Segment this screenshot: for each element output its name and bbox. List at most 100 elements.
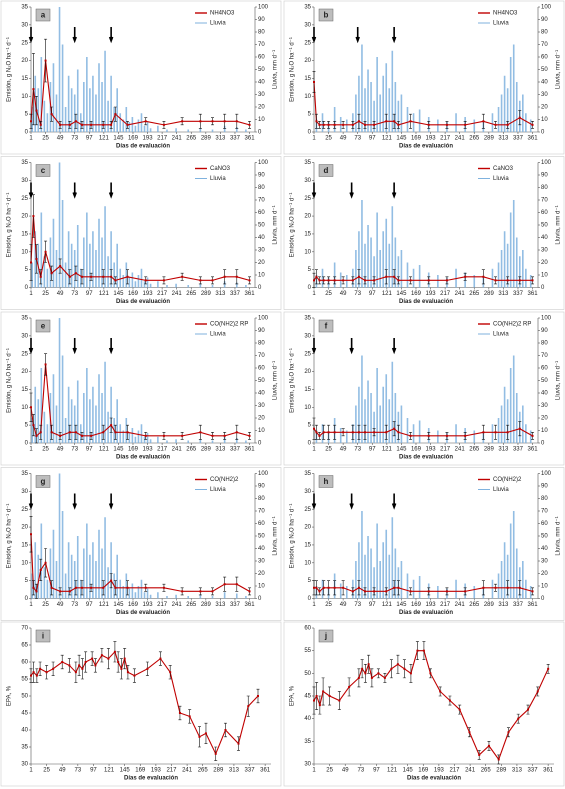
rain-bar [98, 374, 100, 443]
data-point [409, 120, 412, 123]
rain-bar [529, 119, 532, 132]
x-tick-label: 169 [411, 291, 422, 297]
data-point [159, 657, 162, 660]
rain-bar [61, 355, 64, 443]
data-point [396, 663, 399, 666]
x-tick-label: 73 [71, 447, 78, 453]
y-tick-label: 5 [25, 267, 29, 273]
y-tick-label: 20 [21, 58, 28, 64]
y2-tick-label: 90 [258, 17, 265, 23]
y2-tick-label: 10 [541, 584, 548, 590]
data-point [482, 275, 485, 278]
data-point [409, 279, 412, 282]
y2-tick-label: 0 [541, 596, 545, 602]
rain-bar [370, 82, 372, 132]
x-tick-label: 145 [396, 136, 407, 142]
data-point [315, 695, 318, 697]
rain-bar [406, 418, 409, 443]
y2-tick-label: 100 [258, 5, 269, 11]
rain-bar [388, 243, 391, 288]
data-point [120, 667, 123, 670]
x-tick-label: 217 [157, 447, 168, 453]
data-point [333, 279, 336, 282]
data-point [162, 123, 165, 126]
data-point [59, 434, 62, 437]
data-point [90, 275, 93, 278]
rain-bar [110, 75, 112, 132]
rain-bar [364, 88, 366, 132]
rain-bar [157, 125, 159, 132]
y2-tick-label: 0 [541, 285, 545, 291]
rain-bar [143, 592, 146, 599]
y2-tick-label: 60 [258, 366, 265, 372]
data-point [68, 275, 71, 278]
data-point [199, 120, 202, 123]
data-point [32, 671, 35, 674]
data-point [506, 431, 509, 434]
rain-bar [455, 579, 457, 599]
rain-bar [245, 285, 247, 288]
fertilization-arrow [311, 27, 317, 44]
data-point [393, 586, 396, 589]
y-tick-label: 0 [308, 441, 312, 447]
data-point [256, 695, 259, 697]
rain-bar [358, 542, 360, 599]
y-axis-label: EPA, % [7, 685, 13, 706]
x-tick-label: 73 [354, 136, 361, 142]
rain-bar [73, 561, 76, 599]
data-point [327, 279, 330, 282]
data-point [429, 672, 432, 675]
y-axis-label: Emisión, g N₂O ha⁻¹ d⁻¹ [7, 348, 13, 413]
data-point [458, 708, 461, 711]
x-tick-label: 97 [369, 136, 376, 142]
data-point [211, 590, 214, 593]
rain-bar [79, 113, 82, 132]
data-point [385, 275, 388, 278]
x-tick-label: 49 [340, 447, 347, 453]
rain-bar [500, 561, 503, 599]
x-tick-label: 25 [42, 136, 49, 142]
rain-bar [400, 94, 403, 132]
y2-axis-label: Lluvia, mm d⁻¹ [556, 361, 562, 400]
x-tick-label: 145 [113, 447, 124, 453]
data-point [247, 705, 250, 708]
rain-bar [95, 561, 97, 599]
data-point [518, 586, 521, 589]
rain-bar [394, 237, 397, 288]
y2-tick-label: 20 [541, 260, 548, 266]
rain-bar [73, 94, 76, 132]
data-point [68, 431, 71, 434]
rain-bar [355, 561, 357, 599]
data-point [322, 690, 325, 693]
panel: 0 5 10 15 20 25 30 35 0 10 20 30 40 50 60 70 80 90 100 1 25 4… [0, 311, 282, 466]
rain-bar [455, 424, 457, 443]
y2-tick-label: 100 [258, 471, 269, 477]
data-point [50, 113, 53, 116]
rain-bar [515, 393, 518, 443]
data-point [133, 674, 136, 677]
data-point [373, 590, 376, 593]
y-tick-label: 30 [304, 178, 311, 184]
data-point [507, 731, 510, 734]
y2-tick-label: 50 [258, 223, 265, 229]
y-tick-label: 0 [25, 285, 29, 291]
y2-tick-label: 90 [258, 173, 265, 179]
y2-tick-label: 10 [541, 117, 548, 123]
data-point [44, 363, 47, 366]
x-tick-label: 217 [157, 291, 168, 297]
rain-bar [491, 268, 494, 288]
x-tick-label: 49 [59, 768, 66, 774]
fertilization-arrow [28, 493, 34, 510]
y2-axis-label: Lluvia, mm d⁻¹ [273, 516, 279, 555]
rain-bar [46, 424, 49, 443]
x-tick-label: 241 [172, 447, 183, 453]
data-point [464, 123, 467, 126]
data-point [464, 275, 467, 278]
data-point [235, 275, 238, 278]
rain-bar [223, 125, 226, 132]
x-tick-label: 1 [29, 768, 33, 774]
rain-bar [391, 206, 394, 288]
x-tick-label: 49 [57, 291, 64, 297]
rain-bar [64, 262, 67, 288]
